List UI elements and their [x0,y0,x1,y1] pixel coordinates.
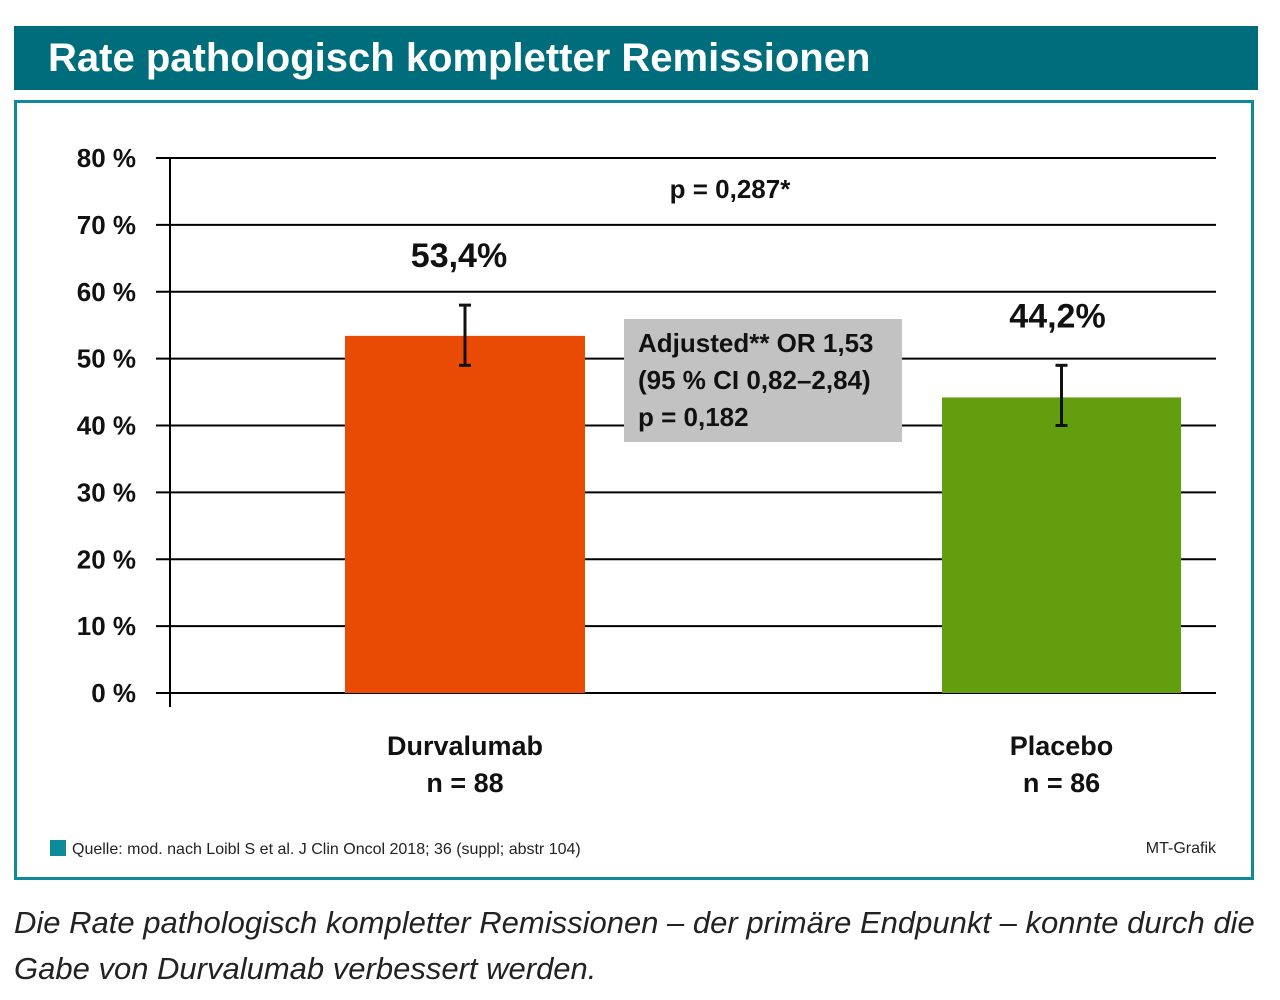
y-tick-label: 80 % [77,143,136,173]
source-note: Quelle: mod. nach Loibl S et al. J Clin … [50,840,581,859]
bar [942,397,1181,693]
odds-ratio-box [624,319,902,442]
p-value-annotation: p = 0,287* [670,174,792,204]
chart-frame [14,100,1254,880]
odds-ratio-line: (95 % CI 0,82–2,84) [638,365,871,395]
source-text: Quelle: mod. nach Loibl S et al. J Clin … [72,841,581,858]
title-bar: Rate pathologisch kompletter Remissionen [14,26,1258,90]
graphic-credit: MT-Grafik [1145,840,1216,857]
x-tick-label: Placebo [1010,731,1114,761]
y-tick-label: 40 % [77,411,136,441]
source-square-icon [50,840,66,856]
x-tick-sublabel: n = 88 [426,768,503,798]
y-tick-label: 20 % [77,544,136,574]
chart-title: Rate pathologisch kompletter Remissionen [48,36,871,80]
data-label: 53,4% [411,237,507,275]
odds-ratio-line: p = 0,182 [638,402,749,432]
odds-ratio-line: Adjusted** OR 1,53 [638,328,874,358]
figure-caption: Die Rate pathologisch kompletter Remissi… [14,905,1255,986]
y-tick-label: 50 % [77,344,136,374]
x-tick-label: Durvalumab [387,731,543,761]
y-tick-label: 10 % [77,611,136,641]
y-tick-label: 60 % [77,277,136,307]
y-tick-label: 0 % [91,678,136,708]
x-tick-sublabel: n = 86 [1023,768,1100,798]
bar [345,335,585,693]
y-tick-label: 70 % [77,210,136,240]
y-tick-label: 30 % [77,477,136,507]
data-label: 44,2% [1009,297,1105,335]
